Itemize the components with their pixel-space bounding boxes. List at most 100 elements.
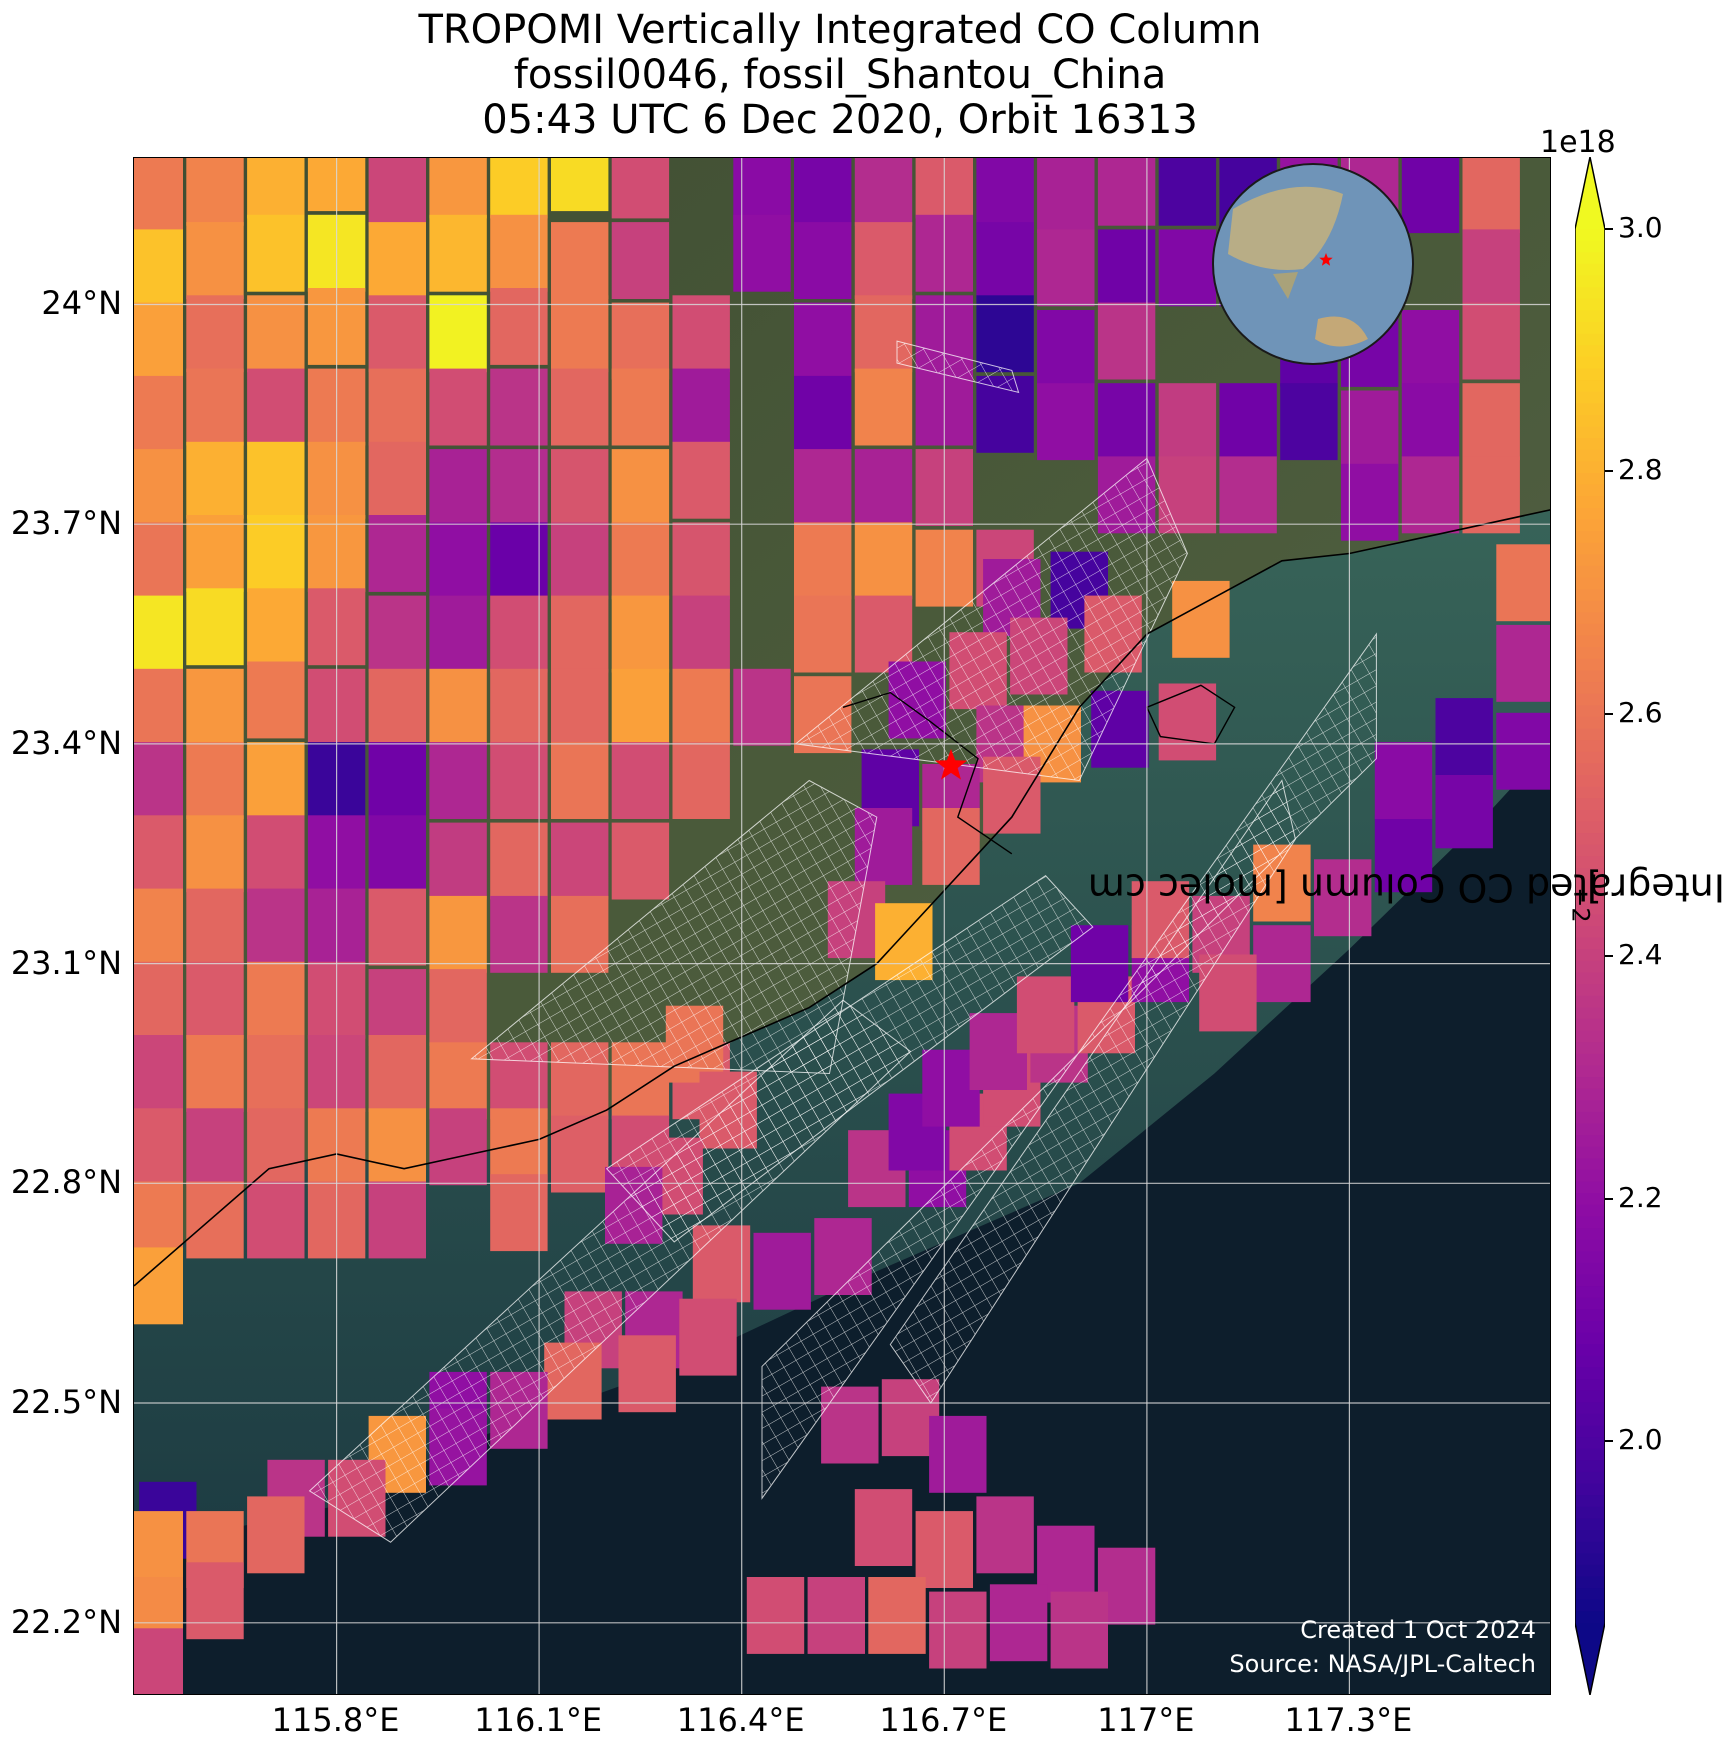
colorbar-segment	[1575, 507, 1605, 521]
co-pixel	[794, 449, 852, 526]
colorbar-tick-mark	[1605, 470, 1613, 473]
co-pixel	[611, 742, 670, 819]
colorbar-segment	[1575, 1100, 1605, 1113]
co-pixel	[794, 302, 852, 380]
colorbar-segment	[1575, 600, 1605, 613]
co-pixel	[247, 1035, 305, 1112]
co-pixel	[490, 522, 548, 600]
co-pixel	[429, 595, 487, 673]
co-pixel	[1097, 158, 1156, 226]
colorbar-segment	[1575, 1448, 1605, 1461]
co-pixel	[733, 214, 791, 292]
colorbar-segment	[1575, 1053, 1605, 1066]
co-pixel	[976, 158, 1034, 234]
colorbar-segment	[1575, 542, 1605, 555]
footprint-swath	[761, 632, 1377, 1500]
colorbar-segment	[1575, 740, 1605, 753]
colorbar-segment	[1575, 774, 1605, 788]
colorbar-segment	[1575, 496, 1605, 509]
co-pixel	[134, 522, 183, 600]
colorbar-segment	[1575, 647, 1605, 660]
co-pixel	[672, 295, 730, 373]
co-pixel	[429, 449, 487, 526]
co-pixel	[186, 1181, 244, 1259]
co-pixel	[1158, 158, 1217, 226]
co-pixel	[490, 449, 548, 526]
co-pixel	[247, 661, 305, 739]
colorbar-segment	[1575, 333, 1605, 346]
co-pixel	[134, 449, 183, 526]
colorbar-segment	[1575, 519, 1605, 532]
co-pixel	[1496, 544, 1550, 622]
colorbar-segment	[1575, 438, 1605, 451]
co-pixel	[1401, 310, 1460, 387]
co-pixel	[551, 595, 609, 673]
colorbar-tick-label: 2.2	[1618, 1180, 1663, 1214]
colorbar-segment	[1575, 1460, 1605, 1473]
co-pixel	[247, 1496, 305, 1574]
colorbar-segment	[1575, 391, 1605, 404]
co-pixel	[429, 1108, 487, 1186]
co-pixel	[1037, 229, 1095, 307]
colorbar-segment	[1575, 310, 1605, 323]
colorbar-segment	[1575, 484, 1605, 497]
colorbar-segment	[1575, 1518, 1605, 1531]
colorbar-segment	[1575, 1425, 1605, 1438]
co-pixel	[794, 595, 852, 673]
lat-tick-label: 23.4°N	[10, 723, 122, 762]
colorbar-segment	[1575, 937, 1605, 950]
co-pixel	[976, 295, 1034, 373]
co-pixel	[611, 668, 670, 746]
colorbar-segment	[1575, 356, 1605, 369]
co-pixel	[1435, 771, 1493, 849]
lat-tick-label: 23.7°N	[10, 504, 122, 543]
colorbar-segment	[1575, 1483, 1605, 1496]
colorbar-segment	[1575, 1251, 1605, 1264]
footprint-swath	[470, 779, 878, 1075]
co-pixel	[186, 1035, 244, 1112]
co-pixel	[1435, 698, 1493, 775]
colorbar-segment	[1575, 1344, 1605, 1357]
co-pixel	[1158, 383, 1217, 461]
colorbar-segment	[1575, 635, 1605, 648]
co-pixel	[186, 588, 244, 666]
colorbar-segment	[1575, 1530, 1605, 1543]
co-pixel	[794, 522, 852, 600]
map-panel[interactable]: Created 1 Oct 2024 Source: NASA/JPL-Calt…	[133, 157, 1551, 1695]
colorbar-segment	[1575, 670, 1605, 683]
co-pixel	[490, 822, 548, 900]
colorbar-segment	[1575, 1379, 1605, 1392]
co-pixel	[1158, 229, 1217, 307]
colorbar-segment	[1575, 1204, 1605, 1218]
co-pixel	[186, 441, 244, 519]
co-pixel	[134, 595, 183, 673]
colorbar-segment	[1575, 1576, 1605, 1589]
co-pixel	[1050, 1591, 1108, 1669]
co-pixel	[1097, 383, 1156, 461]
colorbar-segment	[1575, 682, 1605, 695]
colorbar-segment	[1575, 821, 1605, 834]
co-pixel	[134, 229, 183, 307]
lat-tick-label: 23.1°N	[10, 943, 122, 982]
co-pixel	[976, 222, 1034, 299]
colorbar-segment	[1575, 833, 1605, 846]
colorbar-segment	[1575, 449, 1605, 462]
colorbar-offset-text: 1e18	[1540, 125, 1616, 160]
colorbar-segment	[1575, 1030, 1605, 1043]
colorbar-segment	[1575, 1216, 1605, 1229]
co-pixel	[368, 158, 426, 226]
chart-title-line-2: fossil0046, fossil_Shantou_China	[513, 52, 1167, 98]
co-pixel	[368, 368, 426, 446]
colorbar-segment	[1575, 1286, 1605, 1299]
colorbar-segment	[1575, 1402, 1605, 1415]
colorbar-extend-min	[1575, 1623, 1605, 1695]
lon-tick-label: 116.7°E	[879, 1701, 1008, 1739]
colorbar-tick-mark	[1605, 1440, 1613, 1443]
colorbar-segment	[1575, 1228, 1605, 1241]
co-pixel	[1401, 158, 1460, 234]
co-pixel	[611, 449, 670, 526]
colorbar-segment	[1575, 554, 1605, 567]
co-pixel	[134, 1108, 183, 1186]
colorbar-segment	[1575, 763, 1605, 776]
co-pixel	[1462, 229, 1520, 307]
